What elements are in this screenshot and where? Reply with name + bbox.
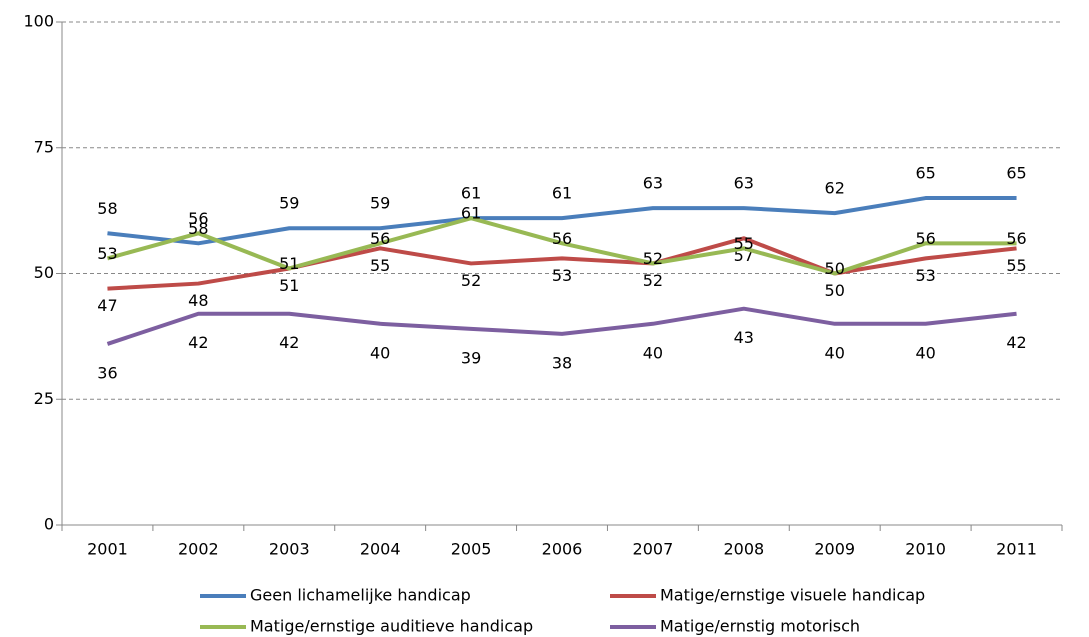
data-label: 42 xyxy=(279,333,299,352)
legend-label: Matige/ernstig motorisch xyxy=(660,617,860,636)
data-label: 36 xyxy=(97,363,117,382)
x-tick-label: 2002 xyxy=(178,540,219,559)
x-tick-label: 2009 xyxy=(814,540,855,559)
series-line xyxy=(107,236,1017,291)
series-line xyxy=(106,306,1017,346)
y-tick-label: 25 xyxy=(34,389,54,408)
data-label: 63 xyxy=(643,174,663,193)
data-label: 40 xyxy=(825,343,845,362)
data-label: 58 xyxy=(188,219,208,238)
data-label: 47 xyxy=(97,296,117,315)
data-label: 50 xyxy=(825,259,845,278)
data-label: 52 xyxy=(643,249,663,268)
data-label: 65 xyxy=(915,164,935,183)
series-line xyxy=(106,216,1017,276)
x-tick-label: 2004 xyxy=(360,540,401,559)
data-label: 43 xyxy=(734,328,754,347)
data-label: 52 xyxy=(643,271,663,290)
x-tick-label: 2011 xyxy=(996,540,1037,559)
y-tick-label: 0 xyxy=(44,515,54,534)
data-label: 55 xyxy=(370,256,390,275)
data-label: 55 xyxy=(1006,256,1026,275)
x-tick-label: 2006 xyxy=(542,540,583,559)
data-label: 56 xyxy=(552,229,572,248)
data-label: 40 xyxy=(915,343,935,362)
data-label: 38 xyxy=(552,353,572,372)
data-label: 62 xyxy=(825,179,845,198)
data-label: 56 xyxy=(188,209,208,228)
data-label: 40 xyxy=(370,343,390,362)
data-label: 61 xyxy=(552,184,572,203)
x-tick-label: 2005 xyxy=(451,540,492,559)
data-label: 51 xyxy=(279,276,299,295)
legend-label: Matige/ernstige auditieve handicap xyxy=(250,617,533,636)
data-label: 56 xyxy=(370,229,390,248)
data-label: 65 xyxy=(1006,164,1026,183)
data-label: 59 xyxy=(279,194,299,213)
x-tick-label: 2001 xyxy=(87,540,128,559)
data-label: 53 xyxy=(915,266,935,285)
data-label: 63 xyxy=(734,174,754,193)
data-label: 55 xyxy=(734,234,754,253)
data-label: 42 xyxy=(1006,333,1026,352)
data-label: 61 xyxy=(461,184,481,203)
data-label: 53 xyxy=(552,266,572,285)
data-label: 40 xyxy=(643,343,663,362)
data-label: 52 xyxy=(461,271,481,290)
data-label: 50 xyxy=(825,281,845,300)
data-label: 58 xyxy=(97,199,117,218)
legend-label: Geen lichamelijke handicap xyxy=(250,586,471,605)
legend-label: Matige/ernstige visuele handicap xyxy=(660,586,925,605)
y-tick-label: 50 xyxy=(34,263,54,282)
data-label: 56 xyxy=(1006,229,1026,248)
y-tick-label: 100 xyxy=(23,12,54,31)
data-label: 39 xyxy=(461,348,481,367)
data-label: 51 xyxy=(279,254,299,273)
data-label: 53 xyxy=(97,244,117,263)
data-label: 56 xyxy=(915,229,935,248)
series-line xyxy=(107,196,1017,246)
x-tick-label: 2003 xyxy=(269,540,310,559)
data-label: 48 xyxy=(188,291,208,310)
x-tick-label: 2010 xyxy=(905,540,946,559)
x-tick-label: 2008 xyxy=(723,540,764,559)
data-label: 61 xyxy=(461,204,481,223)
y-tick-label: 75 xyxy=(34,137,54,156)
data-label: 42 xyxy=(188,333,208,352)
data-label: 59 xyxy=(370,194,390,213)
x-tick-label: 2007 xyxy=(633,540,674,559)
